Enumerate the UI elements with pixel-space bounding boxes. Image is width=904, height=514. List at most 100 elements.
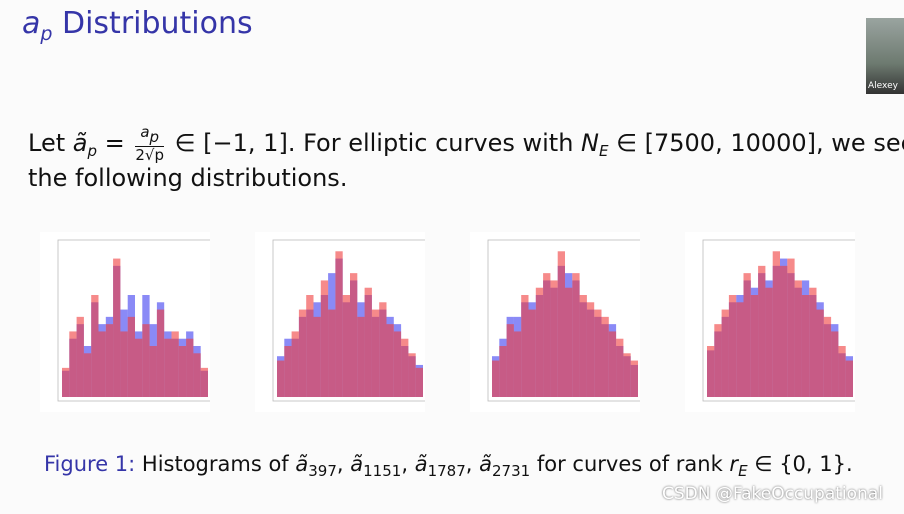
plot-frame [272, 239, 425, 402]
bar [594, 309, 602, 397]
bar [393, 331, 402, 397]
bar [193, 353, 201, 397]
plot-frame [57, 239, 210, 402]
chart-panel [685, 232, 855, 412]
bar [178, 346, 187, 397]
bar [135, 338, 143, 397]
bar [623, 353, 631, 397]
bar [306, 295, 314, 397]
bar [787, 258, 795, 397]
bar [113, 258, 121, 397]
numerator-var: a [140, 123, 150, 141]
bar [335, 251, 343, 397]
histogram [57, 239, 210, 402]
text-run: for curves of rank [530, 452, 730, 476]
intro-line: the following distributions. [28, 164, 347, 192]
histogram [487, 239, 640, 402]
bar [608, 331, 617, 397]
bar [758, 265, 766, 397]
caption: Figure 1: Histograms of ã397, ã1151, ã17… [44, 452, 853, 480]
text-run: Figure 1: [44, 452, 136, 476]
bar [816, 309, 824, 397]
bar [284, 346, 292, 397]
bar [736, 302, 744, 397]
bar [780, 265, 788, 397]
denominator: 2√p [135, 146, 165, 164]
bar [320, 280, 329, 397]
bar [492, 360, 500, 397]
bar [823, 316, 832, 397]
bar [845, 360, 853, 397]
text-run: N [581, 129, 599, 157]
bar [98, 331, 106, 397]
bar [550, 280, 558, 397]
text-run: the following distributions. [28, 164, 348, 192]
bar [557, 251, 565, 397]
text-run: ã [479, 452, 492, 476]
bar [357, 316, 365, 397]
text-run: , [336, 452, 351, 476]
bar [535, 287, 544, 397]
text-run: , [401, 452, 415, 476]
bar [401, 338, 409, 397]
plot-frame [487, 239, 640, 402]
bar [156, 309, 165, 397]
title-sub: p [40, 23, 53, 45]
text-run: 1787 [427, 462, 466, 480]
bar [794, 280, 802, 397]
bar [350, 273, 358, 397]
bar [342, 295, 350, 397]
bar [521, 295, 529, 397]
bar [200, 367, 208, 397]
bar [630, 360, 638, 397]
text-run: 397 [308, 462, 337, 480]
intro-line: Let ãp = ap 2√p ∈ [−1, 1]. For elliptic c… [28, 124, 904, 164]
bar [83, 353, 92, 397]
bar [528, 309, 536, 397]
bar [513, 331, 522, 397]
bar [543, 273, 551, 397]
bar [586, 302, 595, 397]
bar [750, 295, 759, 397]
chart-panel [470, 232, 640, 412]
bar [142, 324, 150, 397]
text-run: Histograms of [135, 452, 296, 476]
bar [120, 331, 128, 397]
text-run: , [465, 452, 480, 476]
bar [772, 251, 780, 397]
bar [499, 346, 507, 397]
bar [127, 316, 135, 397]
chart-panel [255, 232, 425, 412]
bar [291, 331, 299, 397]
bar [415, 367, 423, 397]
text-run: ∈ [7500, 10000], we see [608, 129, 904, 157]
text-run: ã [295, 452, 309, 476]
text-run: 2731 [491, 462, 531, 480]
histogram [272, 239, 425, 402]
text-run: ∈ [−1, 1]. For elliptic curves with [167, 129, 582, 157]
text-run: ã [414, 452, 428, 476]
bar [91, 295, 99, 397]
text-run: ã [72, 129, 88, 157]
text-run: 1151 [363, 462, 402, 480]
bar [379, 302, 387, 397]
bar [831, 331, 839, 397]
bar [616, 338, 624, 397]
bar [105, 324, 114, 397]
bar [186, 338, 194, 397]
text-run: Let [28, 129, 73, 157]
bar [707, 346, 715, 397]
bar [809, 287, 817, 397]
bar [364, 287, 372, 397]
bar [728, 295, 737, 397]
bar [801, 295, 810, 397]
bar [714, 324, 722, 397]
histogram [702, 239, 855, 402]
bar [743, 273, 751, 397]
bar [76, 316, 84, 397]
bar [601, 316, 609, 397]
text-run: ∈ {0, 1}. [747, 452, 853, 476]
bar [298, 309, 307, 397]
bar [579, 295, 587, 397]
